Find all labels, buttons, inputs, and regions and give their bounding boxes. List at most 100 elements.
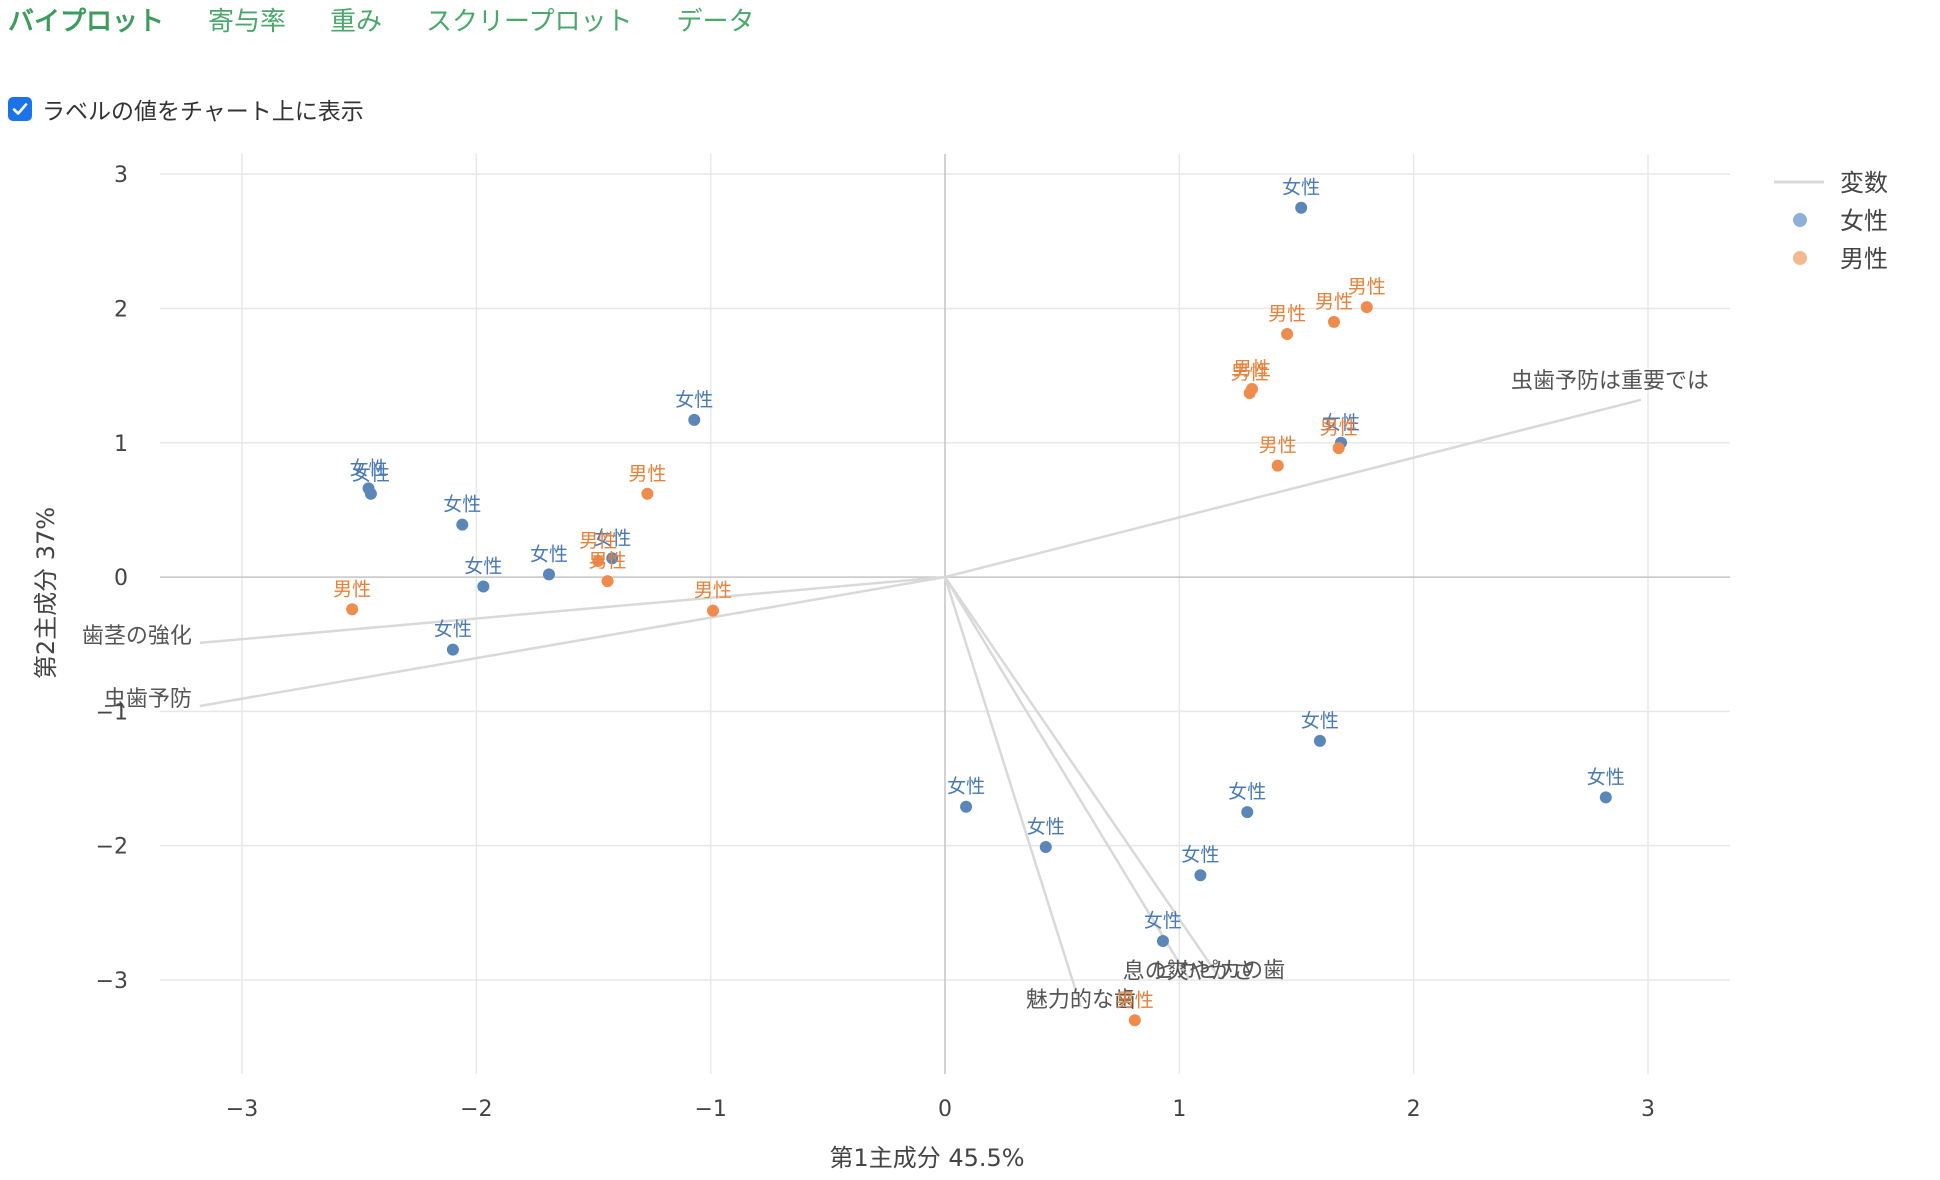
data-point-label: 男性 (1348, 276, 1386, 298)
loading-vector (943, 576, 1190, 980)
x-axis-label: 第1主成分 45.5% (829, 1144, 1024, 1172)
data-points: 女性女性女性女性女性女性女性女性女性女性女性女性女性女性女性女性女性男性男性男性… (333, 177, 1625, 1027)
y-tick-label: −2 (96, 835, 128, 860)
data-point-male (1360, 301, 1373, 314)
y-tick-label: 3 (114, 163, 128, 188)
show-labels-checkbox[interactable] (8, 97, 32, 121)
data-point-male (707, 604, 720, 617)
data-point-label: 女性 (350, 457, 388, 479)
y-tick-label: 1 (114, 432, 128, 457)
y-axis-label: 第2主成分 37% (32, 507, 60, 679)
tab-contribution[interactable]: 寄与率 (208, 7, 287, 37)
data-point-female (456, 518, 469, 531)
data-point-label: 女性 (1144, 910, 1182, 932)
data-point-label: 女性 (530, 543, 568, 565)
data-point-label: 女性 (1181, 844, 1219, 866)
data-point-label: 女性 (1322, 412, 1360, 434)
show-labels-label: ラベルの値をチャート上に表示 (42, 99, 364, 125)
data-point-male (1281, 327, 1294, 340)
loading-vector (199, 575, 946, 645)
data-point-label: 男性 (579, 530, 617, 552)
x-tick-label: −3 (226, 1097, 258, 1122)
zero-lines (160, 154, 1730, 1074)
data-point-label: 女性 (1282, 177, 1320, 199)
tab-weights[interactable]: 重み (330, 7, 383, 37)
data-point-male (601, 575, 614, 588)
data-point-label: 男性 (1315, 291, 1353, 313)
data-point-label: 男性 (694, 580, 732, 602)
data-point-male (641, 487, 654, 500)
legend-female-marker (1793, 213, 1807, 227)
y-tick-label: 2 (114, 297, 128, 322)
tab-biplot[interactable]: バイプロット (8, 7, 165, 37)
data-point-female (542, 568, 555, 581)
data-point-female (1241, 806, 1254, 819)
data-point-female (688, 413, 701, 426)
data-point-male (1128, 1014, 1141, 1027)
loading-vector (944, 398, 1642, 579)
legend-variable-label: 変数 (1840, 169, 1888, 197)
x-tick-label: 2 (1407, 1097, 1421, 1122)
loading-label: 虫歯予防 (104, 687, 192, 712)
data-point-label: 女性 (947, 776, 985, 798)
data-point-female (1194, 869, 1207, 882)
data-point-female (364, 487, 377, 500)
show-labels-option: ラベルの値をチャート上に表示 (8, 92, 364, 126)
data-point-label: 男性 (1320, 417, 1358, 439)
data-point-male (1327, 315, 1340, 328)
data-point-label: 女性 (434, 619, 472, 641)
loading-vector (199, 575, 946, 708)
legend-male-label: 男性 (1840, 245, 1888, 273)
data-point-female (606, 552, 619, 565)
tab-data[interactable]: データ (676, 7, 755, 37)
legend-female-label: 女性 (1840, 207, 1888, 235)
data-point-label: 男性 (1233, 358, 1271, 380)
data-point-label: 男性 (628, 463, 666, 485)
tick-labels: −3 −2 −1 0 1 2 3 −3 −2 −1 0 1 2 3 (96, 163, 1655, 1122)
data-point-female (1039, 841, 1052, 854)
data-point-male (1271, 459, 1284, 472)
x-tick-label: 3 (1641, 1097, 1655, 1122)
legend-male-marker (1793, 251, 1807, 265)
data-point-label: 女性 (1301, 710, 1339, 732)
x-tick-label: 0 (938, 1097, 952, 1122)
data-point-female (446, 643, 459, 656)
data-point-male (1243, 387, 1256, 400)
data-point-female (1156, 935, 1169, 948)
data-point-label: 女性 (675, 389, 713, 411)
y-tick-label: 0 (114, 566, 128, 591)
legend: 変数 女性 男性 (1774, 169, 1888, 273)
data-point-label: 女性 (443, 494, 481, 516)
loading-vector (943, 576, 1221, 979)
x-tick-label: −1 (694, 1097, 726, 1122)
tab-scree-plot[interactable]: スクリープロット (426, 7, 633, 37)
data-point-label: 男性 (333, 578, 371, 600)
checkmark-icon (12, 103, 28, 115)
data-point-female (1295, 201, 1308, 214)
data-point-female (960, 800, 973, 813)
data-point-label: 女性 (464, 555, 502, 577)
data-point-male (592, 554, 605, 567)
data-point-female (477, 580, 490, 593)
x-tick-label: −2 (460, 1097, 492, 1122)
data-point-label: 女性 (593, 527, 631, 549)
y-tick-label: −3 (96, 969, 128, 994)
x-tick-label: 1 (1172, 1097, 1186, 1122)
data-point-label: 男性 (1259, 435, 1297, 457)
data-point-label: 男性 (589, 550, 627, 572)
data-point-male (346, 603, 359, 616)
data-point-label: 男性 (1231, 362, 1269, 384)
data-point-female (1599, 791, 1612, 804)
data-point-female (1313, 734, 1326, 747)
loading-label: 息の爽やかさ (1123, 960, 1255, 985)
loading-label: 虫歯予防は重要では (1511, 369, 1709, 394)
tab-bar: バイプロット 寄与率 重み スクリープロット データ (8, 0, 799, 44)
data-point-label: 女性 (1587, 766, 1625, 788)
loading-label: ピカピカの歯 (1153, 958, 1285, 983)
data-point-label: 男性 (1116, 989, 1154, 1011)
loading-label: 歯茎の強化 (82, 624, 192, 649)
y-tick-label: −1 (96, 700, 128, 725)
data-point-label: 女性 (352, 463, 390, 485)
